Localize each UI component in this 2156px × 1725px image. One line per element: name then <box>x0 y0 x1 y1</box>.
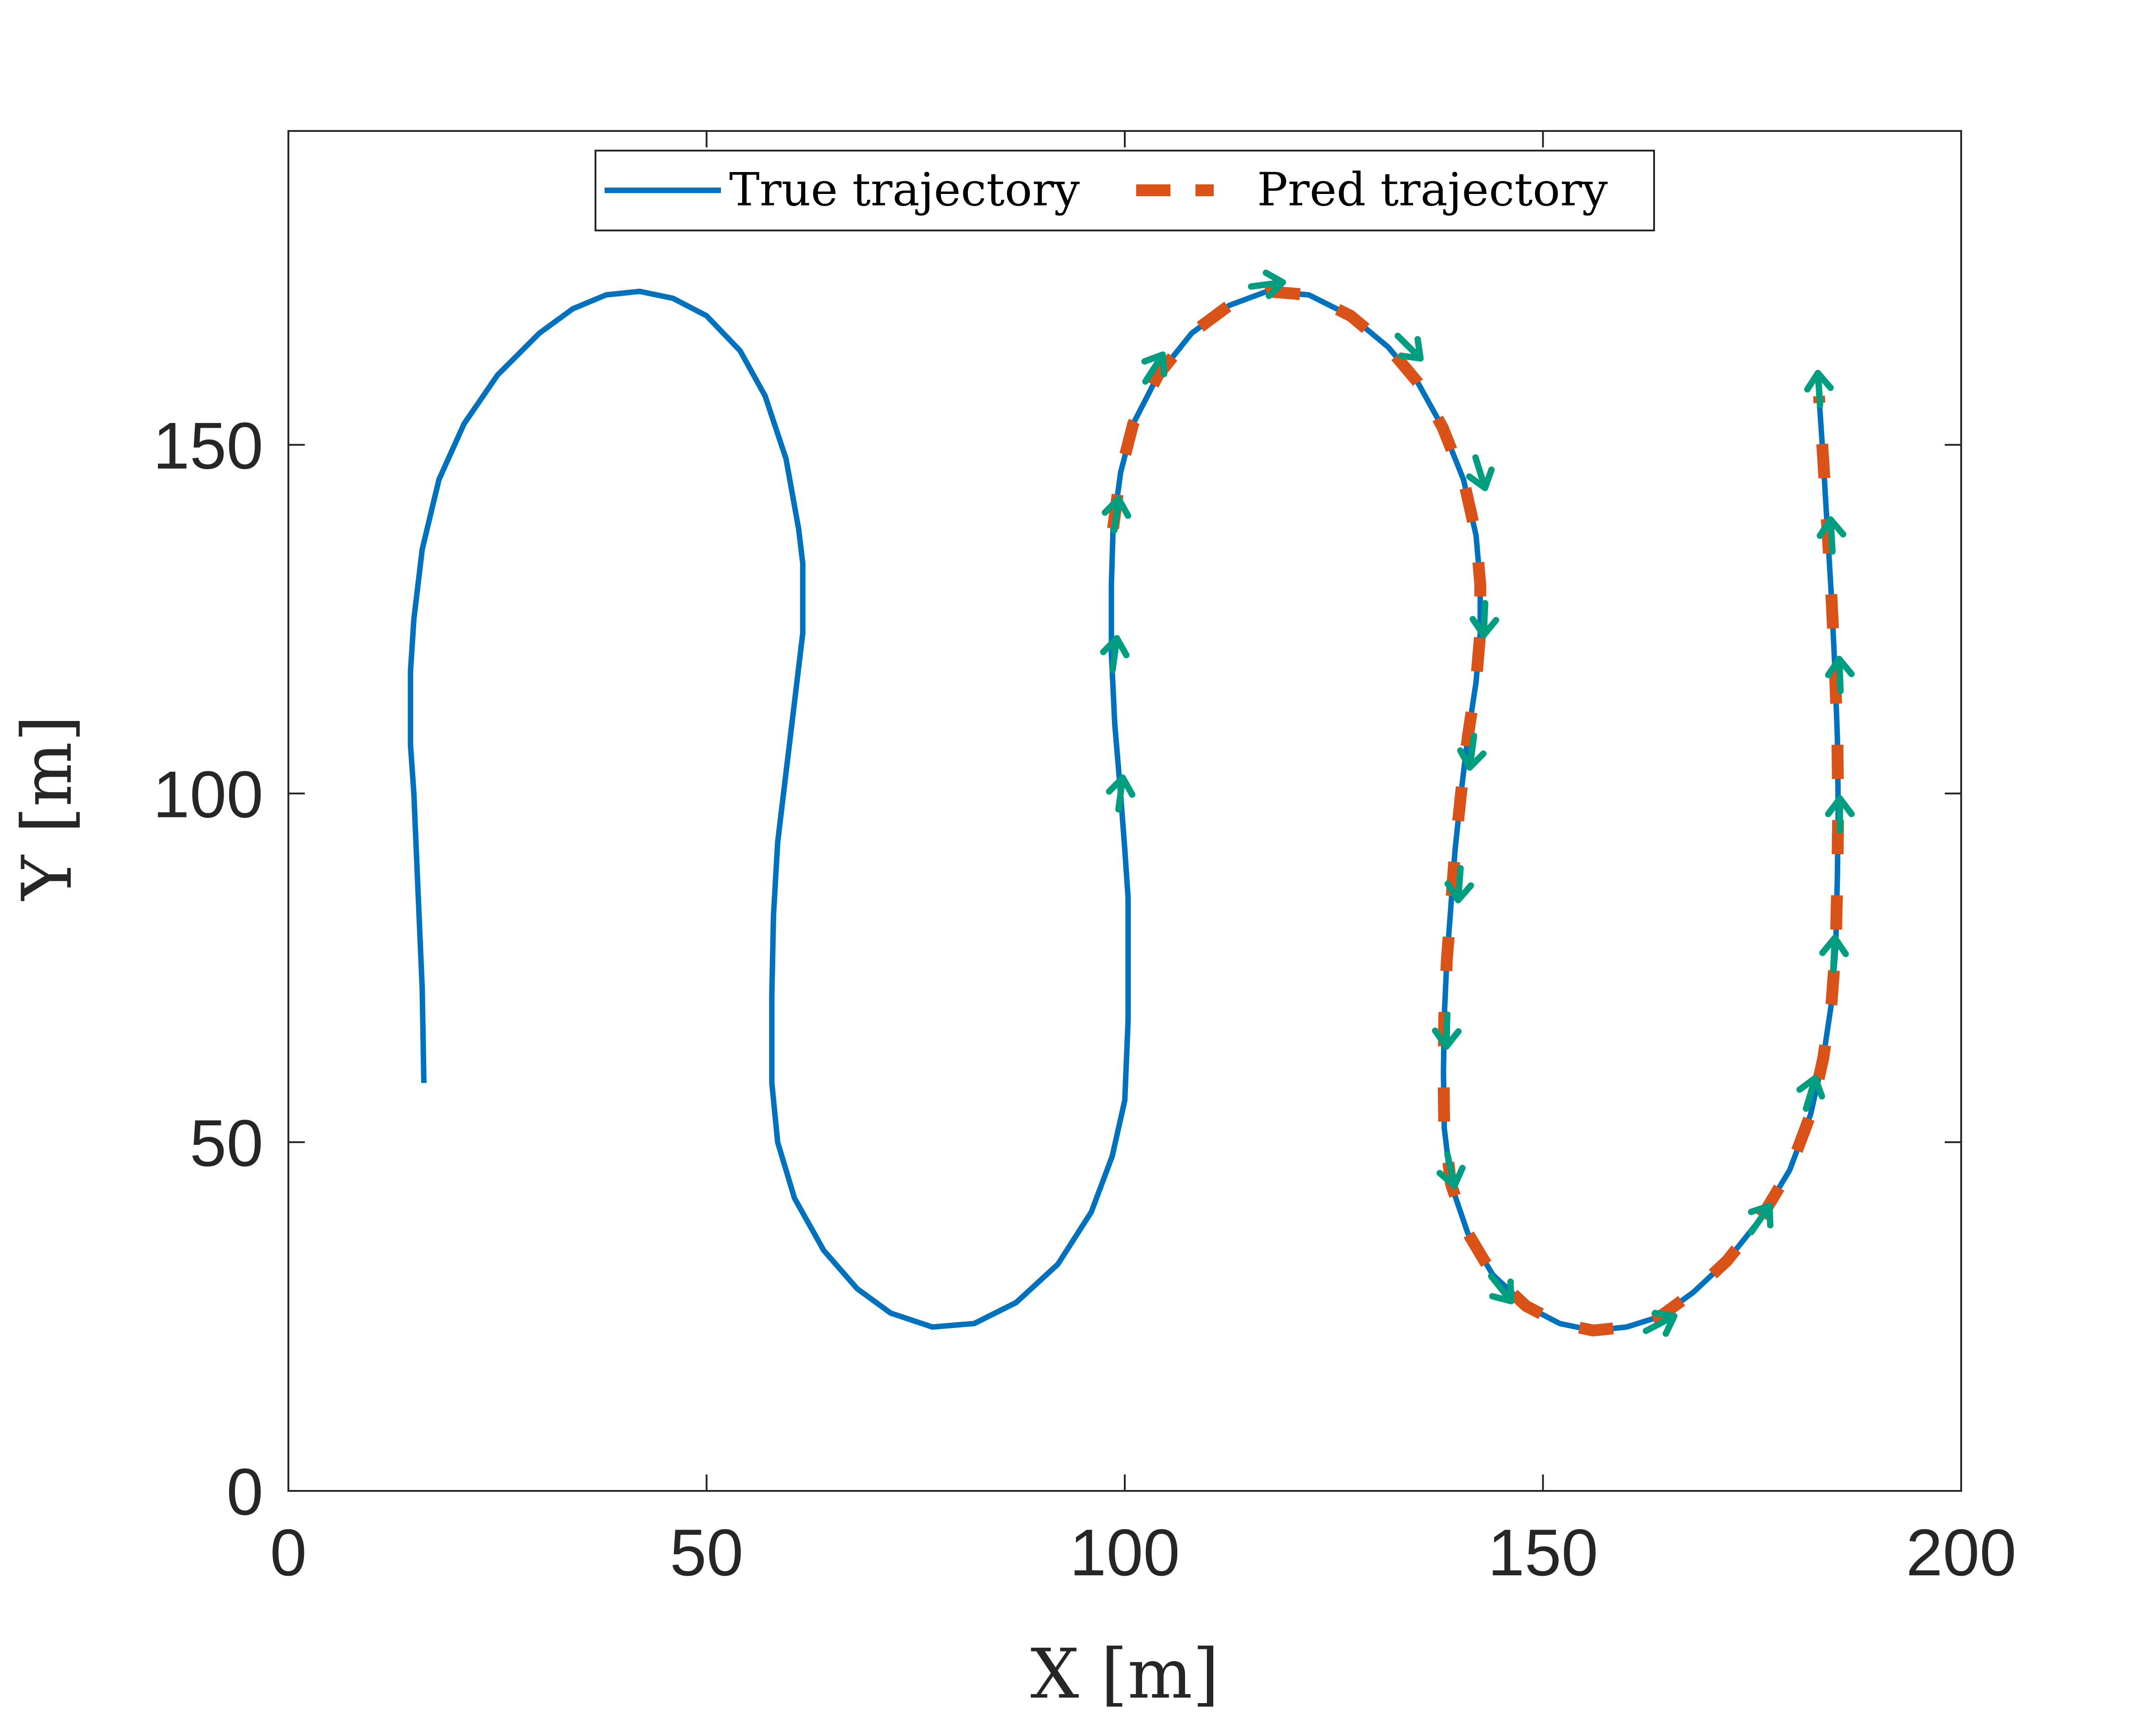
direction-arrow <box>1466 454 1495 491</box>
legend: True trajectory Pred trajectory <box>595 150 1655 231</box>
plot-area <box>287 130 1962 1492</box>
direction-arrow <box>1436 1151 1466 1189</box>
series-layer <box>407 269 1855 1337</box>
direction-arrow <box>1106 774 1136 813</box>
direction-arrow <box>1141 351 1168 385</box>
legend-pred-label: Pred trajectory <box>1257 163 1608 216</box>
x-tick-label: 0 <box>270 1516 307 1589</box>
y-tick-label: 100 <box>153 758 263 831</box>
y-axis-label: Y [m] <box>8 715 87 901</box>
direction-arrow <box>1457 732 1487 771</box>
direction-arrow <box>1643 1310 1678 1337</box>
y-tick-label: 0 <box>226 1455 263 1529</box>
direction-arrow <box>1444 865 1474 904</box>
x-tick-label: 200 <box>1906 1516 2016 1589</box>
pred-trajectory-line <box>1107 285 1844 1337</box>
x-tick-label: 100 <box>1070 1516 1180 1589</box>
y-tick-label: 150 <box>153 409 263 483</box>
direction-arrow <box>1394 333 1424 362</box>
axis-ticks: 0 50 100 150 200 0 50 100 150 <box>153 131 2016 1589</box>
direction-arrow <box>1748 1202 1774 1235</box>
direction-arrow <box>1488 1273 1514 1305</box>
direction-arrow <box>1804 370 1834 408</box>
direction-arrow <box>1469 600 1499 638</box>
direction-arrow <box>1817 516 1847 555</box>
direction-arrow <box>1248 269 1286 299</box>
direction-arrow <box>1101 495 1132 534</box>
legend-true-label: True trajectory <box>729 163 1080 216</box>
x-tick-label: 150 <box>1488 1516 1598 1589</box>
direction-arrow <box>1819 935 1849 973</box>
x-axis-label: X [m] <box>1030 1635 1219 1714</box>
legend-box <box>595 150 1655 231</box>
direction-arrow <box>1796 1075 1825 1112</box>
x-tick-label: 50 <box>670 1516 743 1589</box>
direction-arrow <box>1825 656 1855 694</box>
direction-arrow <box>1100 635 1130 673</box>
direction-arrow <box>1432 1011 1462 1050</box>
y-tick-label: 50 <box>190 1106 263 1180</box>
direction-arrow <box>1825 795 1855 834</box>
axes-box <box>287 130 1962 1492</box>
